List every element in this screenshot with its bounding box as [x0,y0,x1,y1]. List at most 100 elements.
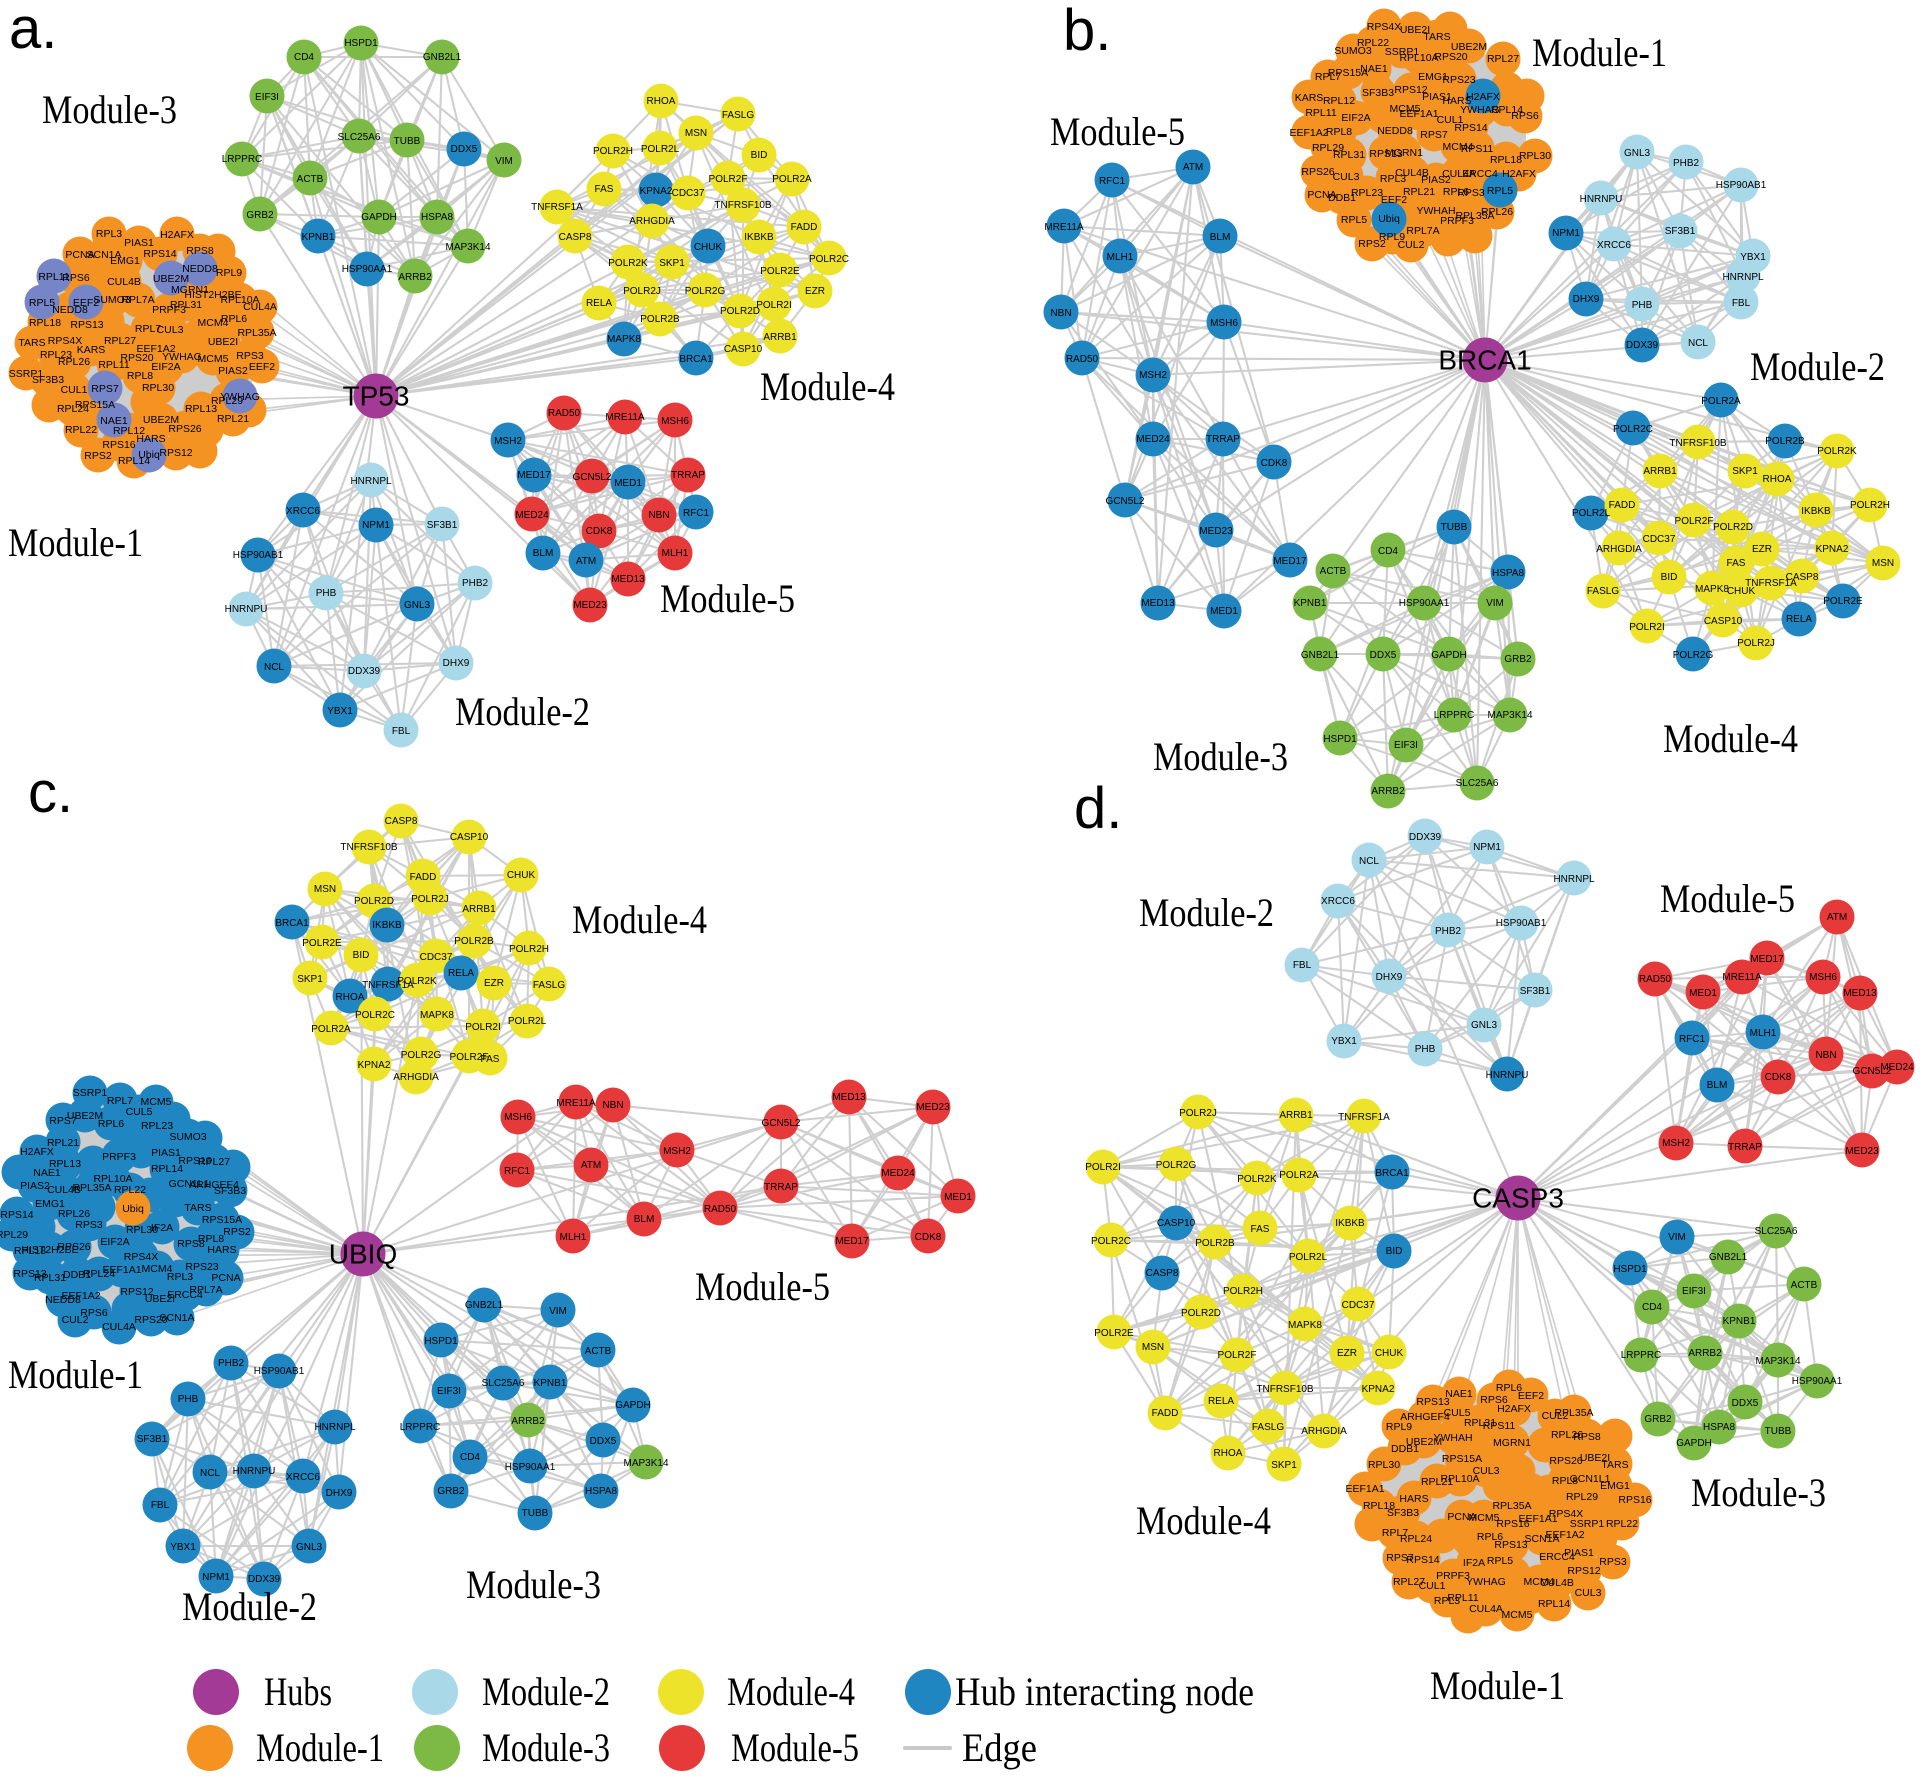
svg-text:TRRAP: TRRAP [1728,1142,1762,1153]
svg-text:ARRB2: ARRB2 [1688,1348,1722,1359]
svg-text:RPS6: RPS6 [62,272,90,284]
svg-text:HSPA8: HSPA8 [421,212,453,223]
svg-text:EEF1A2: EEF1A2 [1545,1529,1584,1541]
svg-text:CASP3: CASP3 [1472,1183,1564,1214]
svg-text:GCN1L1: GCN1L1 [169,1178,210,1190]
svg-text:PHB2: PHB2 [218,1358,245,1369]
svg-text:HARS: HARS [1442,95,1471,107]
svg-text:RPL14: RPL14 [1491,104,1523,116]
svg-text:MED24: MED24 [515,510,549,521]
svg-text:EEF1A2: EEF1A2 [1289,127,1328,139]
svg-text:RPL18: RPL18 [1363,1500,1395,1512]
svg-text:ERCC4: ERCC4 [1539,1551,1575,1563]
svg-text:POLR2G: POLR2G [401,1050,442,1061]
svg-text:TARS: TARS [1601,1459,1628,1471]
svg-text:RPL29: RPL29 [0,1229,28,1241]
svg-text:PHB: PHB [316,588,337,599]
svg-text:RPL35A: RPL35A [1554,1407,1593,1419]
svg-text:MED17: MED17 [1750,954,1784,965]
svg-text:Module-5: Module-5 [695,1264,830,1309]
svg-text:RPS14: RPS14 [1406,1554,1439,1566]
svg-text:HNRNPU: HNRNPU [1580,194,1623,205]
svg-text:RPS12: RPS12 [1567,1565,1600,1577]
svg-text:CUL4B: CUL4B [1540,1577,1574,1589]
svg-text:EIF3I: EIF3I [1394,740,1418,751]
svg-text:YWHAH: YWHAH [1416,205,1455,217]
svg-text:ARHGEF4: ARHGEF4 [189,1179,239,1191]
svg-text:TNFRSF1A: TNFRSF1A [1338,1112,1390,1123]
svg-text:RPL8: RPL8 [1552,1475,1578,1487]
svg-text:SKP1: SKP1 [297,974,323,985]
svg-text:FASLG: FASLG [1252,1422,1284,1433]
svg-text:RPS14: RPS14 [143,248,176,260]
svg-text:POLR2A: POLR2A [1279,1170,1319,1181]
svg-text:RPL27: RPL27 [1487,53,1519,65]
svg-text:H2AFX: H2AFX [1466,91,1500,103]
svg-text:POLR2D: POLR2D [720,306,760,317]
svg-text:RHOA: RHOA [336,992,365,1003]
svg-text:GCN5L2: GCN5L2 [1106,496,1145,507]
svg-text:MED24: MED24 [1136,434,1170,445]
svg-text:H2AFX: H2AFX [1502,168,1536,180]
svg-text:RPL22: RPL22 [114,1184,146,1196]
svg-text:RPL8: RPL8 [127,370,153,382]
svg-text:CHUK: CHUK [1727,586,1756,597]
svg-text:RPL21: RPL21 [1403,186,1435,198]
svg-text:VIM: VIM [549,1306,567,1317]
svg-text:RPL14: RPL14 [118,455,150,467]
svg-text:BID: BID [751,150,768,161]
svg-text:RPL6: RPL6 [1496,1382,1522,1394]
svg-text:HARS: HARS [207,1244,236,1256]
svg-text:PCNA: PCNA [65,249,94,261]
svg-text:CUL3: CUL3 [1473,1465,1500,1477]
svg-text:POLR2I: POLR2I [1629,622,1665,633]
svg-text:KPNA2: KPNA2 [358,1060,391,1071]
svg-text:RPS13: RPS13 [13,1268,46,1280]
svg-text:CUL4B: CUL4B [107,276,141,288]
svg-text:RPS6: RPS6 [80,1307,108,1319]
svg-text:MSH2: MSH2 [1139,370,1167,381]
svg-text:ARHGDIA: ARHGDIA [1301,1426,1347,1437]
svg-text:Module-5: Module-5 [1050,109,1185,154]
svg-text:NPM1: NPM1 [1473,842,1501,853]
svg-text:HSPD1: HSPD1 [344,38,378,49]
svg-text:NPM1: NPM1 [1552,228,1580,239]
svg-text:MED23: MED23 [1845,1146,1879,1157]
svg-text:PRPF3: PRPF3 [1440,215,1474,227]
svg-text:RPS4X: RPS4X [124,1251,158,1263]
svg-text:RPL14: RPL14 [151,1163,183,1175]
svg-text:Edge: Edge [962,1725,1037,1770]
svg-text:POLR2J: POLR2J [623,286,661,297]
svg-text:HSPA8: HSPA8 [585,1486,617,1497]
svg-text:POLR2B: POLR2B [1195,1238,1235,1249]
svg-text:GNB2L1: GNB2L1 [1301,650,1340,661]
svg-text:UBE2I: UBE2I [145,1293,175,1305]
svg-text:CASP8: CASP8 [385,816,418,827]
svg-text:RPL21: RPL21 [47,1137,79,1149]
svg-text:GAPDH: GAPDH [615,1400,651,1411]
svg-text:POLR2E: POLR2E [302,938,342,949]
svg-text:NCL: NCL [264,662,284,673]
svg-text:BRCA1: BRCA1 [679,354,713,365]
svg-text:RPL6: RPL6 [221,313,247,325]
svg-text:RPL6: RPL6 [98,1118,124,1130]
svg-text:TUBB: TUBB [522,1508,549,1519]
svg-text:CDC37: CDC37 [1342,1300,1375,1311]
svg-text:ARRB2: ARRB2 [1371,786,1405,797]
svg-text:RPL5: RPL5 [29,297,55,309]
svg-text:RPS16: RPS16 [1496,1518,1529,1530]
svg-text:GNB2L1: GNB2L1 [1709,1252,1748,1263]
svg-text:RPL7: RPL7 [1382,1527,1408,1539]
svg-text:DHX9: DHX9 [1573,294,1600,305]
svg-text:CUL4A: CUL4A [1442,168,1476,180]
svg-text:VIM: VIM [1668,1232,1686,1243]
svg-text:MAPK8: MAPK8 [1695,584,1729,595]
svg-text:EZR: EZR [484,978,504,989]
svg-text:Hubs: Hubs [264,1669,332,1714]
svg-text:DDB1: DDB1 [1391,1443,1419,1455]
svg-text:EZR: EZR [1752,544,1772,555]
svg-text:DDX39: DDX39 [348,666,381,677]
svg-text:EEF2: EEF2 [1381,194,1407,206]
svg-text:Module-1: Module-1 [256,1725,384,1770]
svg-text:CUL4B: CUL4B [1395,167,1429,179]
